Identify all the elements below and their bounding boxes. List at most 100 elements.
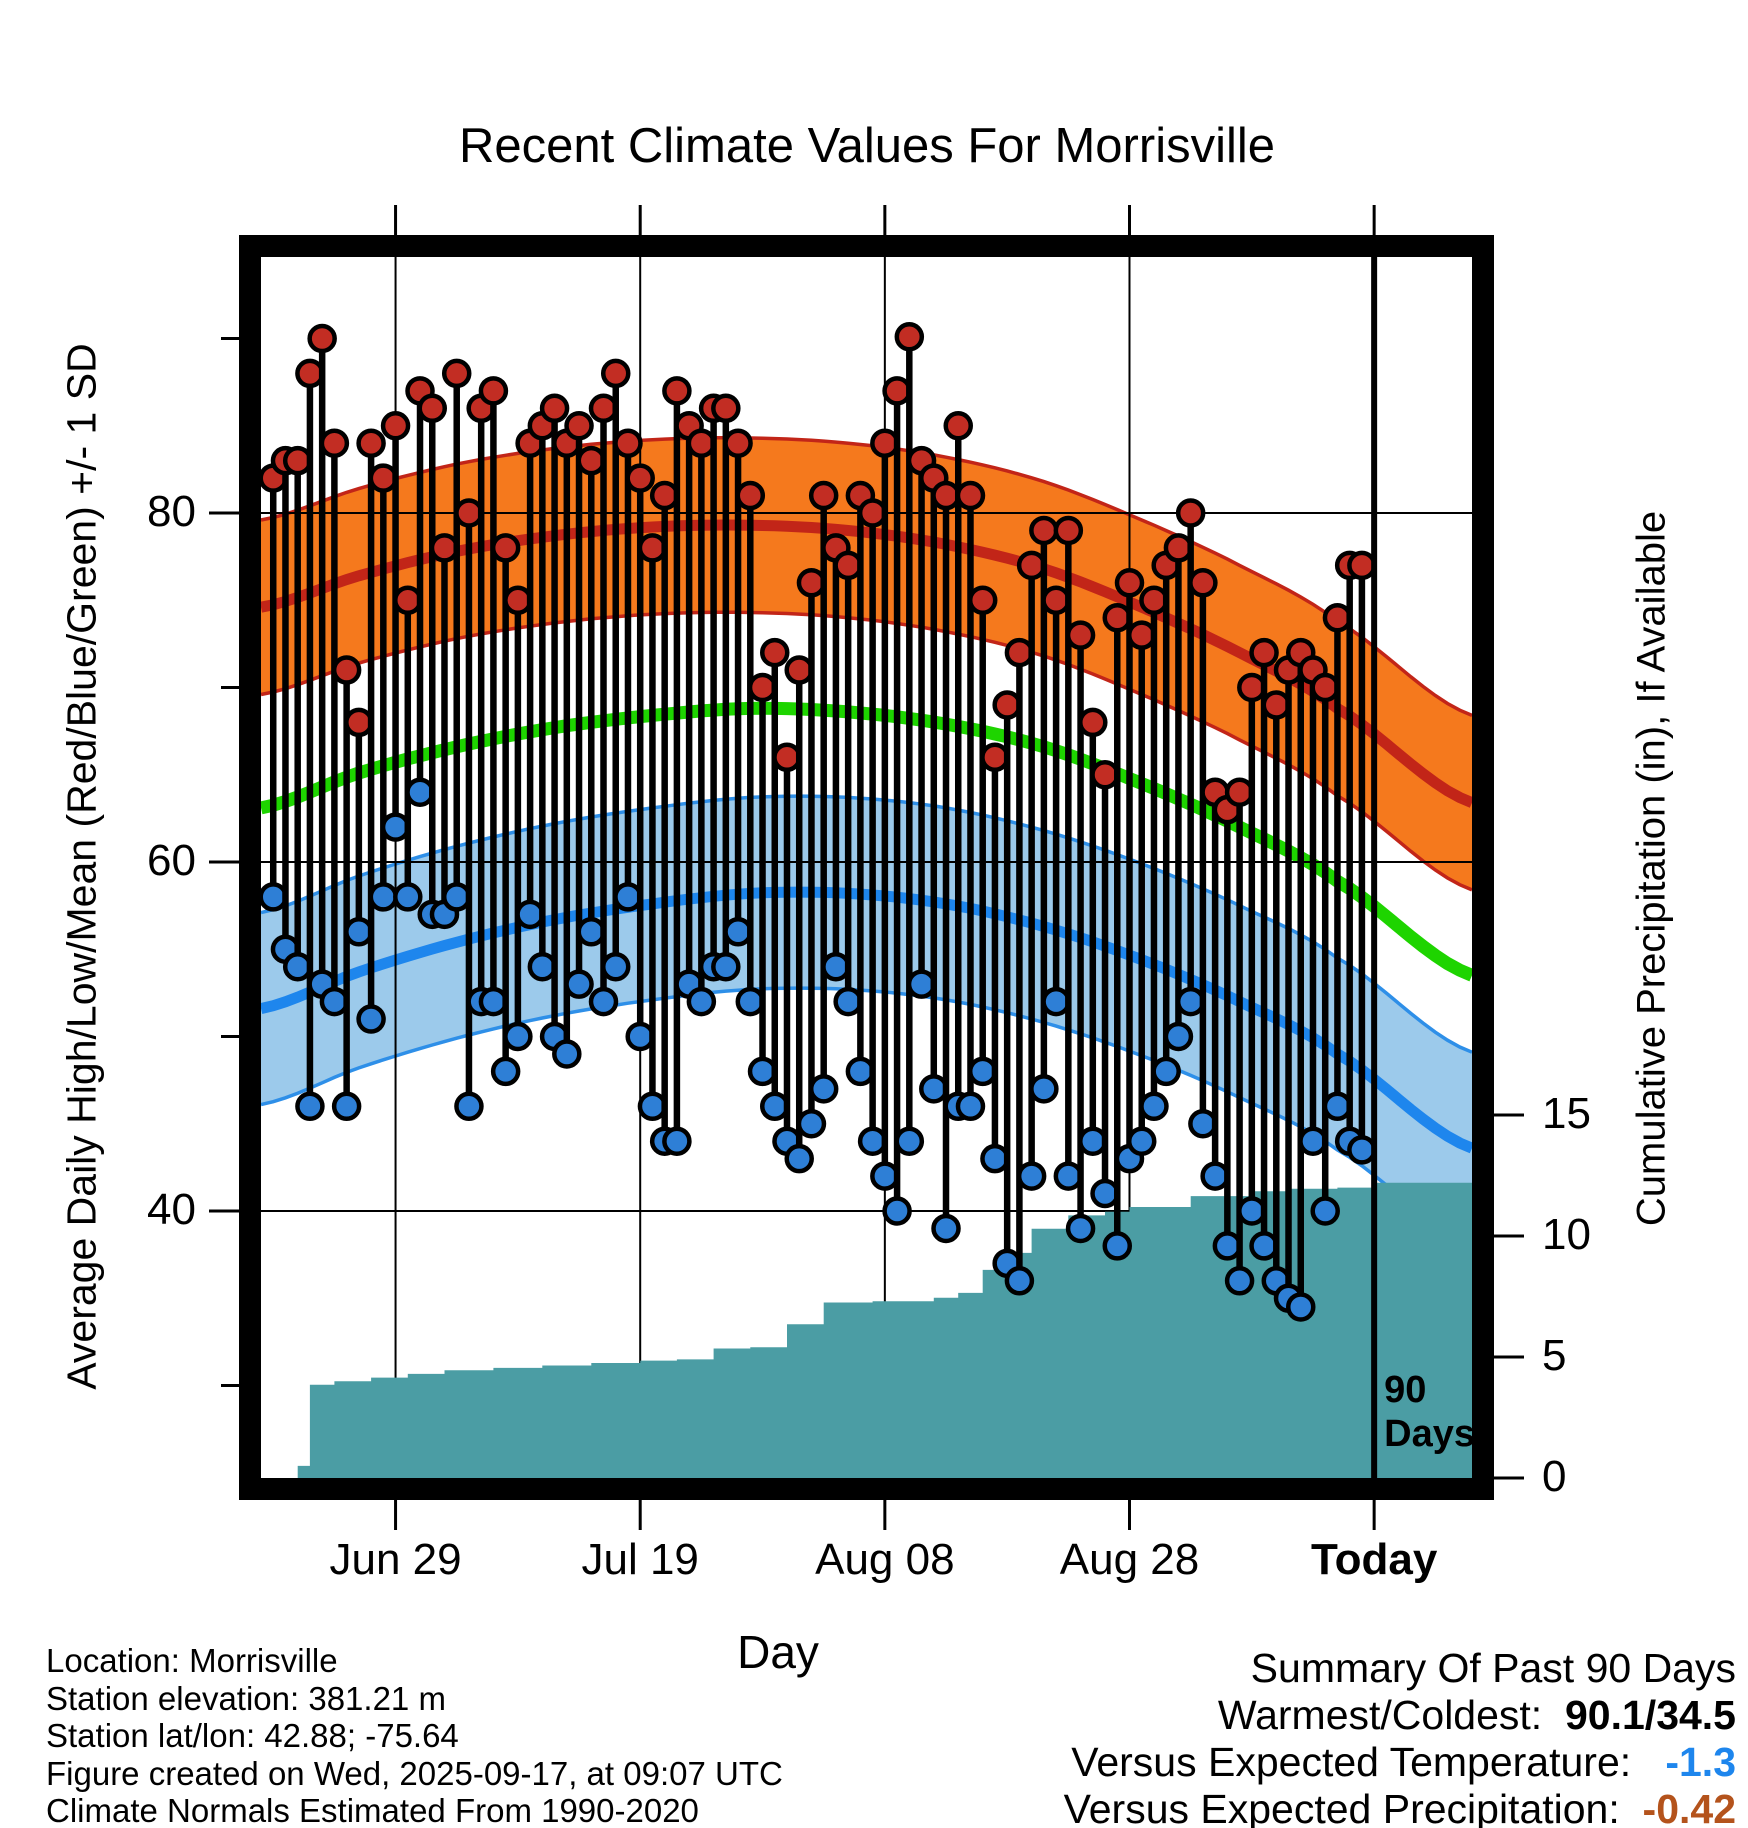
high-dot [857, 498, 888, 528]
ninety-days-line1: 90 [1384, 1369, 1427, 1411]
low-dot [796, 1109, 827, 1139]
low-normal-band-lower-edge [260, 986, 1473, 1246]
high-dot [368, 463, 399, 493]
high-dot [808, 480, 839, 511]
low-dot [784, 1143, 814, 1174]
high-dot [625, 463, 655, 493]
low-dot [1237, 1196, 1267, 1226]
low-dot [1285, 1292, 1316, 1322]
high-dot [686, 428, 717, 458]
high-dot [1016, 550, 1047, 581]
low-dot [711, 951, 741, 982]
low-dot [1224, 1266, 1255, 1296]
low-dot [564, 969, 594, 999]
high-dot [613, 428, 643, 458]
high-dot [282, 445, 313, 476]
low-dot [1078, 1126, 1108, 1156]
low-dot [1016, 1161, 1047, 1191]
low-dot [380, 812, 411, 842]
low-dot [295, 1091, 325, 1122]
cumulative-precip-area [297, 1182, 1473, 1478]
summary-warmest-coldest: Warmest/Coldest: 90.1/34.5 [1064, 1692, 1736, 1739]
low-dot [833, 986, 863, 1017]
low-dot [894, 1126, 925, 1156]
high-dot [931, 480, 961, 511]
low-dot [1090, 1178, 1120, 1209]
low-dot [1188, 1109, 1218, 1139]
low-normal-band-upper-edge [260, 794, 1473, 1054]
high-dot [1224, 777, 1255, 807]
low-dot [1102, 1231, 1133, 1261]
low-dot [662, 1126, 692, 1156]
low-dot [393, 882, 423, 912]
high-dot [1347, 550, 1377, 581]
high-dot [1249, 637, 1279, 668]
high-dot [307, 323, 337, 354]
low-dot [931, 1213, 961, 1244]
summary-panel: Summary Of Past 90 Days Warmest/Coldest:… [1064, 1645, 1736, 1828]
high-dot [1078, 707, 1108, 738]
high-dot [870, 428, 900, 458]
low-dot [552, 1039, 582, 1069]
low-dot [919, 1074, 949, 1104]
low-dot [1126, 1126, 1157, 1156]
low-dot [882, 1196, 912, 1226]
low-dot [1163, 1021, 1194, 1052]
low-dot [870, 1161, 900, 1191]
high-dot [955, 480, 986, 511]
high-dot [454, 498, 484, 528]
high-dot [564, 411, 594, 441]
high-dot [1126, 620, 1157, 650]
high-dot [1175, 498, 1206, 528]
high-dot [344, 707, 374, 738]
low-dot [906, 969, 937, 999]
high-dot [1163, 533, 1194, 563]
high-mean-line [260, 519, 1473, 808]
high-dot [772, 742, 802, 773]
high-dot [882, 376, 912, 406]
low-dot [980, 1143, 1010, 1174]
low-dot [686, 986, 717, 1017]
high-dot [380, 411, 411, 441]
low-dot [1347, 1135, 1377, 1165]
high-dot [429, 533, 460, 563]
low-mean-line [260, 886, 1473, 1154]
ninety-days-line2: Days [1384, 1413, 1475, 1455]
high-dot [393, 585, 423, 615]
high-dot [1029, 515, 1059, 546]
precip-tick-label-15: 15 [1542, 1089, 1591, 1138]
low-dot [490, 1056, 521, 1087]
station-location: Location: Morrisville [46, 1642, 338, 1679]
high-dot [747, 672, 778, 703]
high-dot [295, 358, 325, 389]
low-dot [1151, 1056, 1181, 1087]
plot-area [260, 257, 1473, 1478]
station-latlon: Station lat/lon: 42.88; -75.64 [46, 1717, 459, 1754]
temp-tick-label-60: 60 [147, 836, 196, 885]
high-dot [1139, 585, 1169, 615]
high-dot [1188, 568, 1218, 598]
high-dot [490, 533, 521, 563]
x-tick-label-aug-08: Aug 08 [815, 1535, 955, 1584]
summary-vs-temperature: Versus Expected Temperature: -1.3 [1064, 1739, 1736, 1786]
high-dot [894, 322, 925, 352]
chart-title: Recent Climate Values For Morrisville [459, 119, 1275, 173]
low-dot [625, 1021, 655, 1052]
high-dot [588, 393, 619, 424]
low-dot [845, 1056, 876, 1087]
x-tick-label-today: Today [1310, 1535, 1438, 1584]
high-dot [1237, 672, 1267, 703]
high-dot [637, 533, 668, 563]
low-dot [331, 1091, 362, 1122]
high-dot [1004, 637, 1035, 668]
low-dot [405, 777, 435, 807]
high-dot [711, 393, 741, 424]
high-dot [796, 568, 827, 598]
low-dot [600, 951, 631, 982]
ninety-days-annotation: 90 Days [1384, 1368, 1475, 1456]
high-dot [943, 411, 973, 441]
high-normal-band-upper-edge [260, 435, 1473, 718]
high-dot [967, 585, 998, 615]
axis-ticks [209, 205, 1524, 1530]
